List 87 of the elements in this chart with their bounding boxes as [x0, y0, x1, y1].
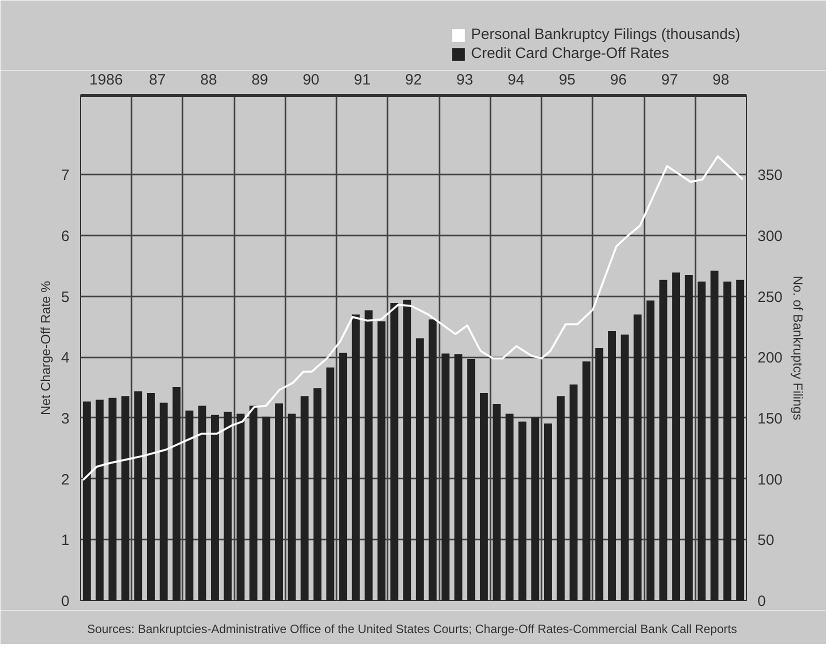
bar [736, 280, 744, 600]
x-tick-label: 87 [149, 72, 166, 88]
y2-tick-label: 50 [758, 532, 774, 550]
bar [172, 386, 181, 600]
bar [134, 391, 142, 600]
x-tick-label: 97 [661, 72, 678, 88]
y2-axis-title: No. of Bankruptcy Filings [790, 276, 806, 421]
bar [454, 354, 462, 600]
bar [684, 274, 693, 600]
y2-tick-label: 350 [758, 167, 783, 184]
bar [659, 280, 668, 600]
line-series [82, 155, 744, 482]
bar [96, 400, 104, 600]
bar [339, 352, 348, 600]
bar [634, 314, 642, 600]
bar [428, 319, 437, 600]
bar [646, 300, 654, 600]
y-tick-label: 2 [61, 471, 70, 488]
bar [698, 282, 706, 600]
x-tick-label: 1986 [89, 72, 123, 88]
bar [595, 348, 604, 600]
y2-tick-label: 100 [758, 471, 783, 488]
legend-label: Personal Bankruptcy Filings (thousands) [471, 26, 742, 43]
y-tick-label: 6 [61, 228, 70, 245]
bar [492, 404, 501, 600]
y-axis-title: Net Charge-Off Rate % [38, 280, 54, 416]
y2-tick-label: 150 [758, 410, 783, 428]
bar [582, 361, 590, 600]
y-tick-label: 3 [61, 410, 70, 428]
x-tick-label: 96 [610, 72, 627, 88]
bar [364, 310, 373, 600]
bar [570, 384, 578, 600]
bar [416, 338, 424, 600]
legend-label: Credit Card Charge-Off Rates [471, 45, 670, 62]
bar [403, 300, 412, 600]
bar [224, 412, 232, 600]
y2-tick-label: 250 [758, 288, 783, 306]
bar [352, 314, 360, 600]
bar [723, 282, 732, 600]
bar [300, 396, 309, 600]
bar [506, 414, 514, 600]
source-note: Sources: Bankruptcies-Administrative Office of the United States Courts; Charge-Off Rates-Commercial Bank Call Reports [87, 622, 737, 636]
bar [249, 406, 258, 600]
bar [211, 414, 219, 600]
x-tick-label: 91 [354, 72, 371, 88]
y2-tick-label: 200 [758, 350, 783, 367]
y2-tick-label: 300 [758, 228, 783, 245]
bar [518, 422, 526, 600]
bar [82, 402, 91, 600]
x-tick-label: 98 [712, 72, 730, 88]
x-tick-label: 89 [251, 72, 268, 88]
bar [160, 402, 168, 600]
bar [185, 410, 194, 600]
x-tick-label: 88 [200, 72, 217, 88]
bar [146, 393, 155, 600]
bar [710, 270, 718, 600]
bar [108, 398, 116, 600]
y-tick-label: 5 [61, 288, 70, 306]
bar [288, 414, 296, 600]
bar [326, 367, 334, 600]
y-tick-label: 1 [61, 532, 70, 550]
bar [390, 302, 398, 600]
bar [608, 330, 616, 600]
bar [620, 334, 629, 600]
x-tick-label: 94 [508, 72, 524, 88]
bar [313, 388, 322, 600]
x-tick-label: 92 [405, 72, 422, 88]
y2-tick-label: 0 [758, 593, 766, 610]
bar [262, 416, 270, 600]
bar [236, 414, 245, 600]
x-tick-label: 90 [302, 72, 320, 88]
bar [378, 321, 386, 600]
x-tick-label: 93 [456, 72, 474, 88]
y-tick-label: 7 [61, 167, 70, 184]
bar [544, 423, 552, 600]
bar [275, 403, 283, 600]
bar [121, 396, 130, 600]
bar [480, 393, 488, 600]
y-tick-label: 0 [61, 593, 70, 610]
bar [556, 396, 565, 600]
bar [467, 358, 476, 600]
bar [442, 353, 450, 600]
bar [672, 272, 680, 600]
bar [198, 406, 206, 600]
bar [531, 417, 540, 600]
x-tick-label: 95 [558, 72, 576, 88]
y-tick-label: 4 [61, 350, 70, 367]
